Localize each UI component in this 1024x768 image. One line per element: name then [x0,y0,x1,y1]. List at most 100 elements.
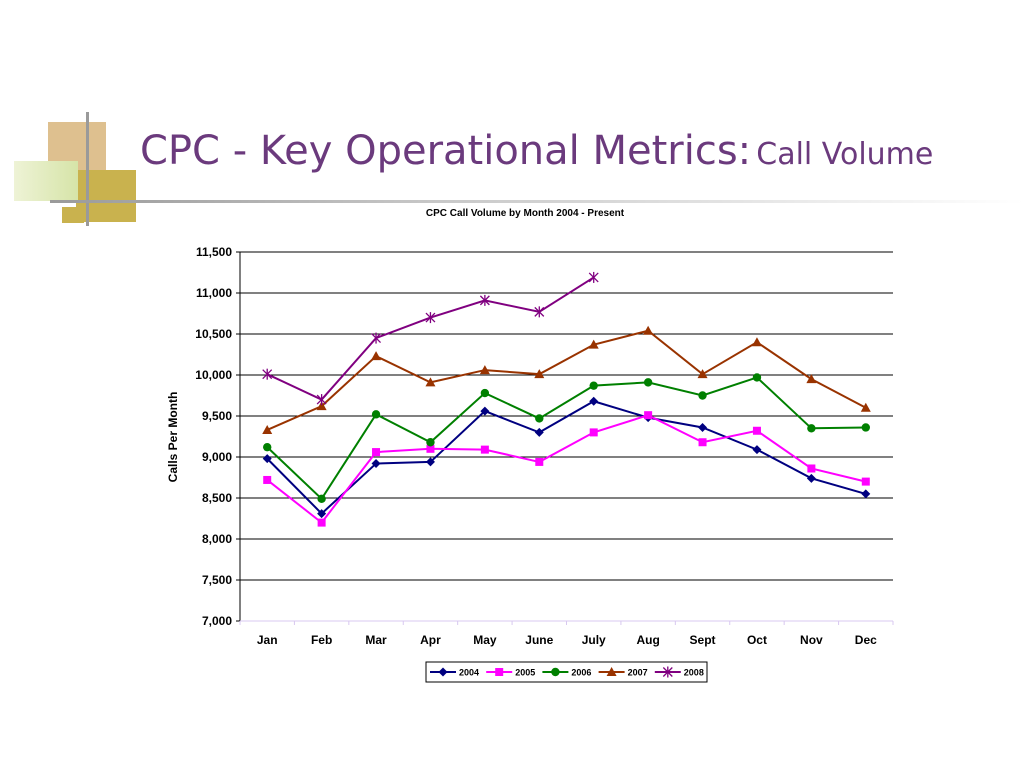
decor-vertical-rule [86,112,89,226]
x-tick-label-jan: Jan [257,633,278,647]
x-tick-label-nov: Nov [800,633,823,647]
point-2006-feb [317,494,326,504]
point-2004-sept [698,422,708,432]
point-2004-dec [861,489,871,499]
point-2005-dec [861,477,870,486]
point-2005-sept [698,438,707,447]
point-2005-feb [317,518,326,527]
legend-marker-2008 [662,666,673,678]
point-2006-jan [263,442,272,452]
series-line-2006 [266,376,866,501]
chart-title: CPC Call Volume by Month 2004 - Present [426,208,625,219]
point-2005-june [535,457,544,466]
x-tick-label-sept: Sept [690,633,716,647]
legend-item-2006: 2006 [542,668,591,678]
point-2007-may [479,365,490,375]
point-2006-apr [426,438,435,447]
y-tick-label-9000: 9,000 [202,450,232,464]
y-tick-label-11000: 11,000 [196,286,232,300]
slide-title-main: CPC - Key Operational Metrics: [140,128,752,174]
point-2005-jan [263,475,272,484]
legend-marker-2004 [438,667,448,677]
decor-green-square [14,161,78,201]
point-2006-july [589,381,598,390]
legend-item-2005: 2005 [486,668,535,678]
series-2006 [263,373,870,504]
series-2008 [262,271,599,406]
series-2005 [263,411,870,527]
x-tick-label-july: July [582,633,606,647]
series-layer [262,271,871,527]
point-2004-jan [262,454,272,464]
decor-small-square [62,207,84,223]
series-line-2007 [266,329,867,431]
point-2007-june [534,369,545,379]
y-tick-label-7000: 7,000 [202,614,232,628]
title-underline-rule [50,200,1024,203]
x-tick-label-june: June [525,633,553,647]
point-2007-feb [316,401,327,411]
point-2007-apr [425,377,436,387]
legend-marker-2007 [606,667,617,676]
point-2008-feb [316,394,327,406]
legend-item-2007: 2007 [598,667,648,678]
point-2006-dec [861,423,870,432]
x-tick-label-may: May [473,633,497,647]
y-tick-label-10500: 10,500 [195,327,232,341]
point-2008-apr [425,312,436,324]
point-2006-june [535,414,544,423]
x-tick-label-dec: Dec [855,633,877,647]
point-2004-oct [752,445,762,455]
y-tick-label-8500: 8,500 [202,491,232,505]
point-2006-aug [643,378,653,387]
slide-title: CPC - Key Operational Metrics: Call Volu… [140,128,933,174]
x-tick-labels: Jan Feb Mar Apr May June July Aug Sept Oct Nov Dec [257,633,877,647]
point-2004-june [534,427,544,437]
point-2007-jan [262,424,273,434]
point-2008-june [534,306,545,318]
grid-layer [236,251,894,625]
x-tick-label-feb: Feb [311,633,332,647]
x-tick-label-aug: Aug [636,633,659,647]
legend: 2004 2005 2006 2007 2008 [425,661,708,683]
point-2008-july [588,271,599,283]
point-2005-mar [372,448,381,457]
legend-item-2004: 2004 [430,667,479,678]
point-2007-mar [371,351,382,361]
point-2006-nov [807,424,816,433]
point-2006-oct [752,373,762,382]
legend-item-2008: 2008 [654,666,704,678]
point-2005-july [589,428,598,437]
point-2008-jan [262,368,273,380]
y-axis-label: Calls Per Month [166,392,180,483]
point-2007-aug [643,325,654,335]
point-2008-may [479,294,490,306]
point-2004-feb [317,509,327,519]
legend-label-2004: 2004 [459,668,479,678]
point-2006-sept [698,391,707,400]
y-tick-label-11500: 11,500 [196,245,232,259]
series-line-2005 [266,414,867,525]
y-tick-label-10000: 10,000 [195,368,232,382]
point-2007-dec [860,402,871,412]
point-2005-oct [752,426,761,435]
point-2005-apr [426,444,435,453]
point-2008-mar [371,332,382,344]
point-2007-nov [806,374,817,384]
y-tick-label-7500: 7,500 [202,573,232,587]
point-2005-may [480,445,489,454]
x-tick-label-mar: Mar [365,633,387,647]
point-2004-may [480,406,490,416]
point-2007-oct [751,337,762,347]
x-tick-label-oct: Oct [747,633,767,647]
y-tick-labels: 7,000 7,500 8,000 8,500 9,000 9,500 10,000 10,5… [195,245,232,628]
legend-marker-2005 [495,668,504,676]
point-2007-july [588,339,599,349]
point-2004-nov [806,473,816,483]
point-2005-aug [644,411,653,420]
legend-label-2008: 2008 [684,668,704,678]
legend-marker-2006 [551,667,560,677]
point-2004-apr [425,457,435,467]
y-tick-label-8000: 8,000 [202,532,232,546]
